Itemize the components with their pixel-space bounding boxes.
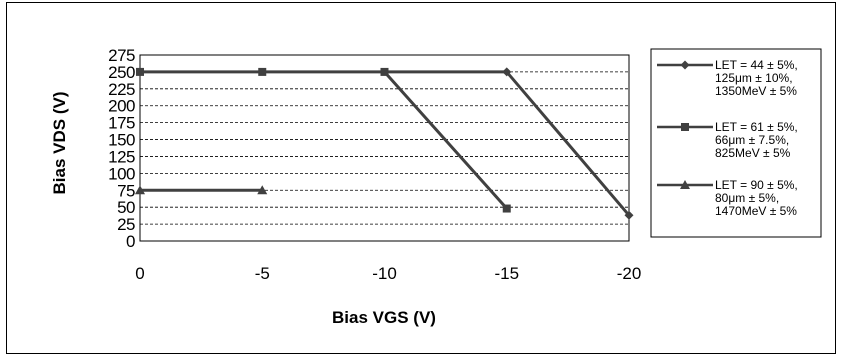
- legend-label: 80μm ± 5%,: [715, 191, 779, 205]
- legend-label: 66μm ± 7.5%,: [715, 133, 789, 147]
- legend: LET = 44 ± 5%,125μm ± 10%,1350MeV ± 5% LE…: [650, 48, 822, 238]
- x-tick-labels: 0 -5 -10 -15 -20: [135, 264, 641, 283]
- series-line: [505, 70, 631, 217]
- x-tick-label: -20: [617, 264, 642, 283]
- y-tick-label: 175: [108, 114, 135, 133]
- x-axis-title: Bias VGS (V): [332, 308, 436, 327]
- data-point: [135, 185, 145, 195]
- y-tick-label: 0: [126, 232, 135, 251]
- legend-label: LET = 61 ± 5%,: [715, 120, 798, 134]
- y-tick-label: 200: [108, 97, 135, 116]
- y-tick-label: 50: [117, 198, 135, 217]
- legend-label: 1350MeV ± 5%: [715, 84, 797, 98]
- x-tick-label: -10: [372, 264, 397, 283]
- y-tick-label: 225: [108, 80, 135, 99]
- data-point: [257, 185, 268, 195]
- data-point: [624, 210, 634, 220]
- y-tick-label: 150: [108, 131, 135, 150]
- x-tick-label: -15: [494, 264, 519, 283]
- y-tick-label: 100: [108, 164, 135, 183]
- legend-label: 825MeV ± 5%: [715, 146, 791, 160]
- legend-marker: [680, 60, 690, 70]
- grid: [140, 54, 629, 225]
- legend-marker: [680, 180, 690, 189]
- x-tick-label: 0: [135, 264, 144, 283]
- legend-label: 125μm ± 10%,: [715, 71, 793, 85]
- legend-label: 1470MeV ± 5%: [715, 204, 797, 218]
- series-lines: [140, 70, 631, 217]
- data-point: [380, 67, 389, 76]
- data-point: [502, 204, 511, 213]
- x-tick-label: -5: [255, 264, 270, 283]
- data-point: [136, 67, 144, 76]
- series-markers: [135, 67, 634, 220]
- data-point: [502, 67, 512, 77]
- plot-area: [139, 54, 630, 242]
- y-tick-label: 75: [117, 181, 135, 200]
- y-tick-label: 25: [117, 215, 135, 234]
- legend-label: LET = 90 ± 5%,: [715, 178, 798, 192]
- data-point: [258, 67, 267, 76]
- y-axis-title: Bias VDS (V): [50, 92, 69, 195]
- chart-frame: 0 25 50 75 100 125 150 175 200 225 250 275 0 -5 -10 -1…: [6, 2, 836, 354]
- series-line: [140, 70, 508, 210]
- y-tick-label: 250: [108, 63, 135, 82]
- y-tick-label: 275: [108, 46, 135, 65]
- legend-label: LET = 44 ± 5%,: [715, 58, 798, 72]
- legend-box: [650, 48, 822, 238]
- axes: [139, 54, 630, 242]
- legend-marker: [681, 123, 689, 131]
- y-tick-label: 125: [108, 147, 135, 166]
